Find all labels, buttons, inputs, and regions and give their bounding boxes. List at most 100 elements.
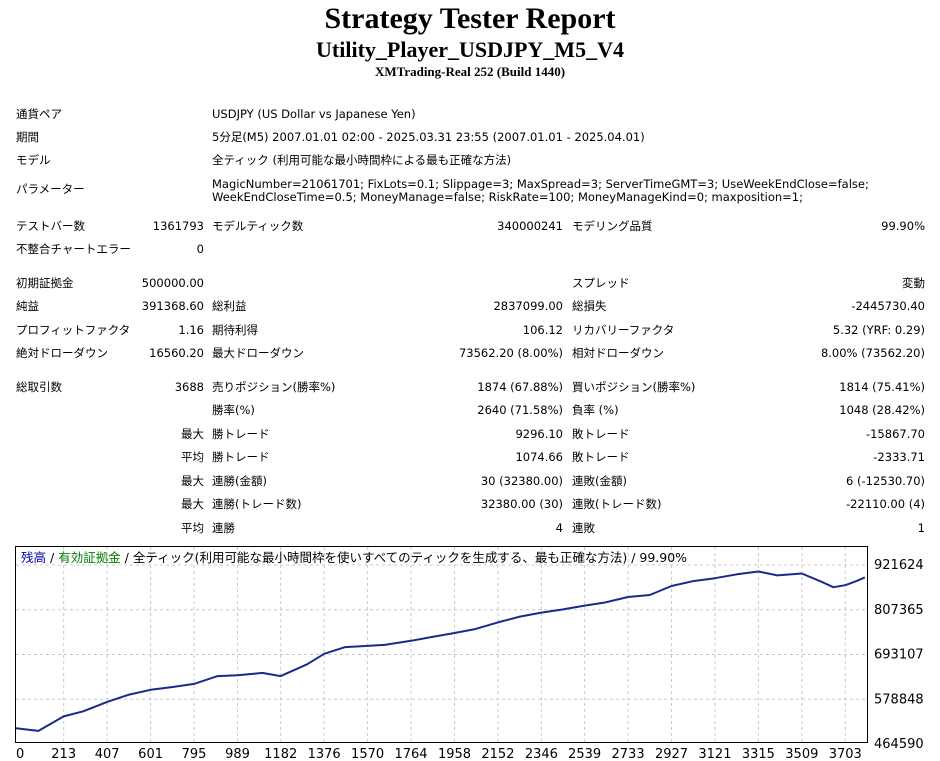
deposit-label: 初期証拠金 — [16, 276, 74, 290]
average-consecutive-losses-label: 連敗 — [572, 521, 595, 535]
ticks-value: 340000241 — [497, 219, 563, 233]
params-line-1: MagicNumber=21061701; FixLots=0.1; Slipp… — [212, 177, 869, 191]
balance-line — [15, 570, 866, 732]
max-consecutive-wins-value: 30 (32380.00) — [480, 474, 563, 488]
period-value: 5分足(M5) 2007.01.01 02:00 - 2025.03.31 23… — [212, 130, 645, 144]
bars-label: テストバー数 — [16, 219, 85, 233]
largest-loss-label: 敗トレード — [572, 427, 630, 441]
legend-balance: 残高 — [21, 550, 47, 565]
mismatch-value: 0 — [196, 242, 204, 256]
y-tick-label: 921624 — [874, 558, 924, 573]
x-tick-label: 1570 — [351, 747, 384, 761]
average-win-label: 勝トレード — [212, 450, 270, 464]
x-tick-label: 1376 — [308, 747, 341, 761]
params-line-2: WeekEndCloseTime=0.5; MoneyManage=false;… — [212, 190, 803, 204]
quality-value: 99.90% — [881, 219, 925, 233]
x-tick-label: 2539 — [568, 747, 601, 761]
relative-drawdown-value: 8.00% (73562.20) — [820, 346, 925, 360]
expert-name: Utility_Player_USDJPY_M5_V4 — [316, 37, 624, 62]
expected-payoff-label: 期待利得 — [212, 323, 258, 337]
period-label: 期間 — [16, 130, 39, 144]
average-consecutive-losses-value: 1 — [917, 521, 925, 535]
max-consecutive-prefix: 最大 — [181, 474, 204, 488]
average-consecutive-wins-label: 連勝 — [212, 521, 235, 535]
legend-model-info: / 全ティック(利用可能な最小時間枠を使いすべてのティックを生成する、最も正確な… — [120, 550, 688, 565]
max-drawdown-value: 73562.20 (8.00%) — [458, 346, 563, 360]
gross-loss-value: -2445730.40 — [851, 299, 925, 313]
short-positions-label: 売りポジション(勝率%) — [212, 380, 336, 394]
symbol-value: USDJPY (US Dollar vs Japanese Yen) — [212, 107, 416, 121]
recovery-factor-value: 5.32 (YRF: 0.29) — [832, 323, 925, 337]
max-consecutive-loss-value: -22110.00 (4) — [846, 497, 925, 511]
max-consecutive-wins-label: 連勝(金額) — [212, 474, 267, 488]
max-drawdown-label: 最大ドローダウン — [212, 346, 304, 360]
legend-separator: / — [46, 550, 59, 565]
bars-value: 1361793 — [152, 219, 204, 233]
max-consecutive-profit-value: 32380.00 (30) — [480, 497, 563, 511]
average-prefix: 平均 — [181, 450, 204, 464]
total-trades-value: 3688 — [174, 380, 204, 394]
largest-prefix: 最大 — [181, 427, 204, 441]
x-tick-label: 2927 — [655, 747, 688, 761]
profit-factor-value: 1.16 — [178, 323, 204, 337]
mismatch-label: 不整合チャートエラー — [16, 242, 131, 256]
x-tick-label: 795 — [182, 747, 207, 761]
x-tick-label: 1182 — [264, 747, 297, 761]
absolute-drawdown-label: 絶対ドローダウン — [16, 346, 108, 360]
deposit-value: 500000.00 — [141, 276, 204, 290]
x-tick-label: 407 — [95, 747, 120, 761]
balance-chart-frame — [15, 546, 868, 743]
max-consecutive-losses-label: 連敗(金額) — [572, 474, 627, 488]
net-profit-value: 391368.60 — [141, 299, 204, 313]
max-consecutive-losses-value: 6 (-12530.70) — [846, 474, 925, 488]
params-label: パラメーター — [16, 182, 85, 196]
net-profit-label: 純益 — [16, 299, 39, 313]
expected-payoff-value: 106.12 — [522, 323, 563, 337]
x-tick-label: 213 — [51, 747, 76, 761]
page-title: Strategy Tester Report — [324, 2, 616, 35]
relative-drawdown-label: 相対ドローダウン — [572, 346, 664, 360]
long-positions-value: 1814 (75.41%) — [839, 380, 925, 394]
average-consecutive-wins-value: 4 — [555, 521, 563, 535]
x-tick-label: 2346 — [525, 747, 558, 761]
model-label: モデル — [16, 153, 51, 167]
largest-win-label: 勝トレード — [212, 427, 270, 441]
recovery-factor-label: リカバリーファクタ — [572, 323, 675, 337]
spread-value: 変動 — [902, 276, 925, 290]
short-positions-value: 1874 (67.88%) — [477, 380, 563, 394]
max-consecutive-loss-label: 連敗(トレード数) — [572, 497, 662, 511]
max-consecutive-count-prefix: 最大 — [181, 497, 204, 511]
x-tick-label: 2152 — [481, 747, 514, 761]
average-win-value: 1074.66 — [515, 450, 563, 464]
legend-equity: 有効証拠金 — [58, 550, 121, 565]
average-loss-label: 敗トレード — [572, 450, 630, 464]
x-tick-label: 2733 — [612, 747, 645, 761]
loss-rate-value: 1048 (28.42%) — [839, 403, 925, 417]
y-tick-label: 693107 — [874, 648, 924, 663]
x-tick-label: 0 — [16, 747, 24, 761]
quality-label: モデリング品質 — [572, 219, 653, 233]
gross-loss-label: 総損失 — [572, 299, 607, 313]
win-rate-label: 勝率(%) — [212, 403, 255, 417]
average-loss-value: -2333.71 — [873, 450, 925, 464]
average-consecutive-prefix: 平均 — [181, 521, 204, 535]
symbol-label: 通貨ペア — [16, 107, 62, 121]
max-consecutive-profit-label: 連勝(トレード数) — [212, 497, 302, 511]
long-positions-label: 買いポジション(勝率%) — [572, 380, 696, 394]
model-value: 全ティック (利用可能な最小時間枠による最も正確な方法) — [212, 153, 512, 167]
ticks-label: モデルティック数 — [212, 219, 304, 233]
y-tick-label: 464590 — [874, 737, 924, 752]
server-info: XMTrading-Real 252 (Build 1440) — [374, 64, 566, 79]
largest-loss-value: -15867.70 — [865, 427, 925, 441]
total-trades-label: 総取引数 — [16, 380, 62, 394]
y-tick-label: 578848 — [874, 692, 924, 707]
gross-profit-value: 2837099.00 — [493, 299, 563, 313]
profit-factor-label: プロフィットファクタ — [16, 323, 131, 337]
chart-legend: 残高 / 有効証拠金 / 全ティック(利用可能な最小時間枠を使いすべてのティック… — [21, 550, 687, 566]
loss-rate-label: 負率 (%) — [572, 403, 619, 417]
y-tick-label: 807365 — [874, 603, 924, 618]
x-tick-label: 3315 — [742, 747, 775, 761]
x-tick-label: 1764 — [394, 747, 427, 761]
win-rate-value: 2640 (71.58%) — [477, 403, 563, 417]
